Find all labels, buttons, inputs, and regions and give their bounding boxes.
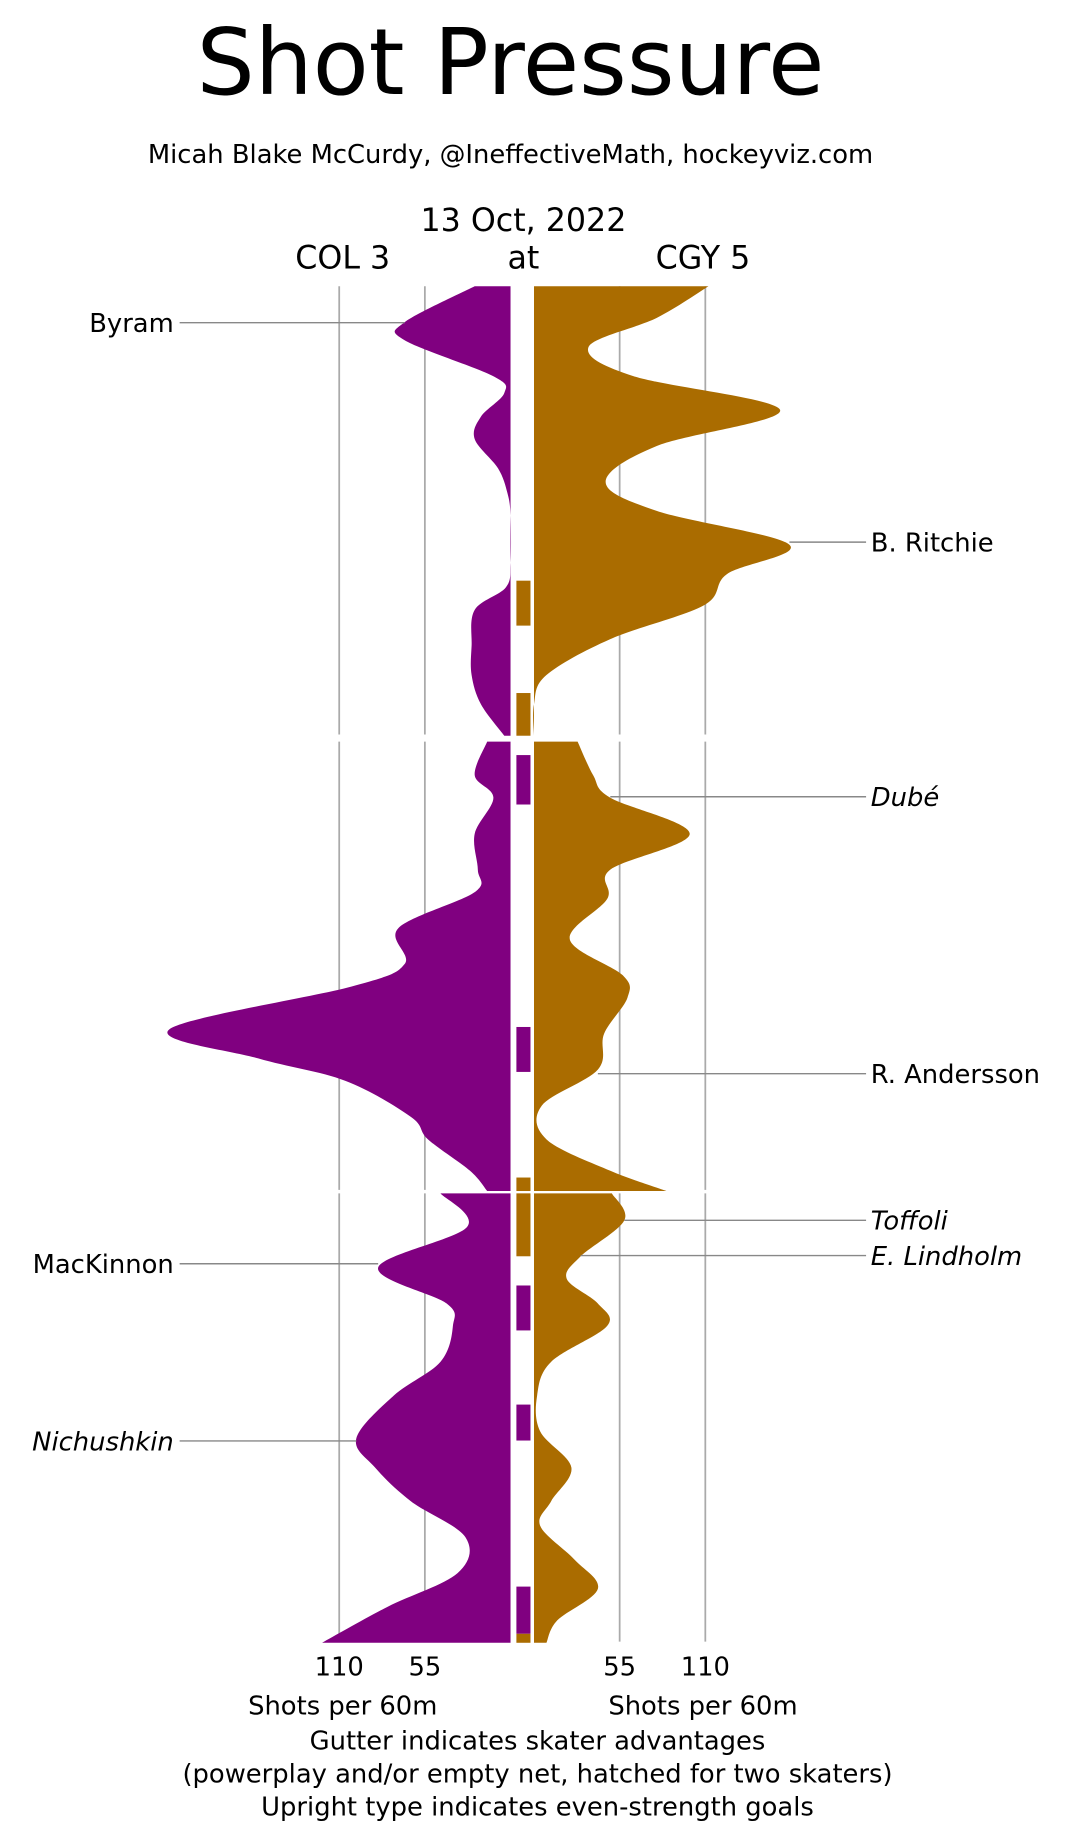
goal-label-e-lindholm: E. Lindholm bbox=[871, 1242, 1022, 1272]
home-advantage-bar bbox=[516, 1633, 531, 1643]
home-advantage-bar bbox=[516, 580, 531, 626]
home-advantage-bar bbox=[516, 1193, 531, 1257]
footnote-1: Gutter indicates skater advantages bbox=[310, 1727, 766, 1757]
away-advantage-bar bbox=[516, 1285, 531, 1331]
home-pressure-area bbox=[534, 741, 690, 1192]
home-advantage-bar bbox=[516, 693, 531, 736]
tick-left-55: 55 bbox=[408, 1653, 441, 1683]
away-team-score: COL 3 bbox=[295, 241, 390, 277]
gutter-bars bbox=[516, 580, 531, 1643]
away-pressure-area bbox=[394, 286, 512, 736]
away-advantage-bar bbox=[516, 755, 531, 805]
goal-label-dub-: Dubé bbox=[871, 783, 939, 813]
home-team-score: CGY 5 bbox=[656, 241, 751, 277]
away-pressure-area bbox=[167, 741, 511, 1192]
pressure-areas bbox=[167, 286, 791, 1643]
goal-label-nichushkin: Nichushkin bbox=[32, 1427, 174, 1457]
away-advantage-bar bbox=[516, 1026, 531, 1072]
goal-label-mackinnon: MacKinnon bbox=[33, 1250, 174, 1280]
xlabel-right: Shots per 60m bbox=[608, 1691, 797, 1721]
goal-label-toffoli: Toffoli bbox=[871, 1207, 949, 1237]
home-pressure-area bbox=[533, 286, 791, 736]
chart-subtitle: Micah Blake McCurdy, @IneffectiveMath, h… bbox=[148, 140, 873, 170]
home-advantage-bar bbox=[516, 1177, 531, 1192]
at-label: at bbox=[508, 241, 540, 277]
footnote-2: (powerplay and/or empty net, hatched for… bbox=[182, 1759, 892, 1789]
away-advantage-bar bbox=[516, 1404, 531, 1441]
home-pressure-area bbox=[534, 1193, 626, 1643]
goal-label-r-andersson: R. Andersson bbox=[871, 1060, 1040, 1090]
goal-labels: Byram B. Ritchie Dubé R. Andersson Toffoli E.… bbox=[32, 309, 1040, 1457]
away-advantage-bar bbox=[516, 1586, 531, 1634]
chart-title: Shot Pressure bbox=[197, 9, 825, 116]
goal-label-b-ritchie: B. Ritchie bbox=[871, 529, 994, 559]
away-pressure-area bbox=[322, 1193, 511, 1643]
game-date: 13 Oct, 2022 bbox=[421, 203, 627, 239]
tick-right-55: 55 bbox=[603, 1653, 636, 1683]
goal-label-byram: Byram bbox=[89, 309, 174, 339]
xlabel-left: Shots per 60m bbox=[248, 1691, 437, 1721]
footnote-3: Upright type indicates even-strength goa… bbox=[261, 1792, 814, 1822]
tick-left-110: 110 bbox=[315, 1653, 364, 1683]
tick-right-110: 110 bbox=[681, 1653, 730, 1683]
